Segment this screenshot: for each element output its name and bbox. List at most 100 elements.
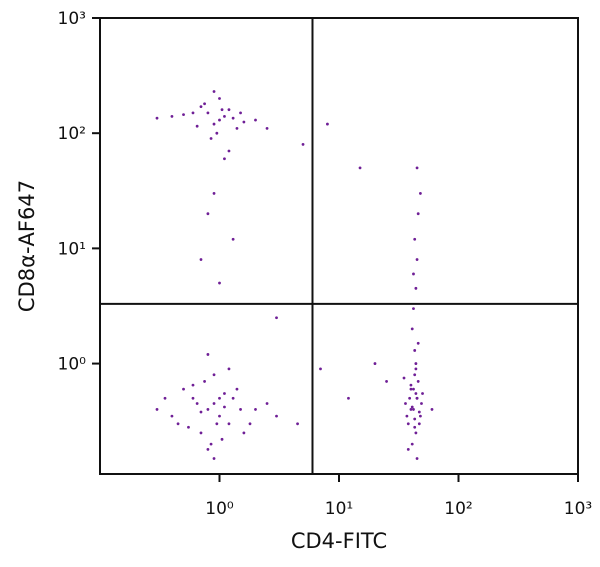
event-dot [195,124,199,128]
event-dot [358,166,362,170]
event-dot [415,166,419,170]
event-dot [417,410,421,414]
event-dot [231,237,235,241]
event-dot [412,307,415,311]
event-dot [421,392,424,395]
event-dot [155,116,159,120]
event-dot [206,212,210,216]
event-dot [218,118,221,122]
event-dot [406,447,410,451]
x-axis-title: CD4-FITC [291,529,387,553]
event-dot [218,281,221,285]
event-dot [212,457,216,460]
y-tick-label: 10⁰ [58,355,87,375]
event-dot [212,90,216,93]
event-dot [209,442,213,446]
event-dot [212,373,216,377]
event-dot [275,316,278,320]
event-dot [191,111,195,115]
event-dot [203,380,206,383]
event-dot [416,212,420,216]
event-dot [414,362,418,365]
event-dot [206,408,210,411]
event-dot [413,417,417,421]
event-dot [417,422,421,426]
event-dot [296,422,299,426]
event-dot [209,137,213,140]
event-dot [419,414,422,418]
event-dot [408,396,412,400]
event-dot [155,408,159,411]
event-dot [414,392,418,395]
event-dot [203,102,206,106]
event-dot [248,422,252,426]
event-dot [206,447,210,451]
event-dot [176,422,180,426]
event-dot [231,396,235,400]
event-dot [199,105,203,109]
event-dot [212,402,216,405]
event-dot [405,414,409,418]
event-dot [227,367,231,371]
event-dot [223,114,226,118]
event-dot [409,408,413,411]
event-dot [218,414,221,418]
event-dot [410,327,414,331]
event-dot [191,383,195,387]
event-dot [223,392,226,395]
event-dot [414,431,418,435]
event-dot [265,127,269,130]
plot-frame [99,17,579,475]
event-dot [199,431,203,435]
event-dot [220,108,224,112]
event-dot [170,414,174,418]
event-dot [414,367,418,371]
event-dot [254,118,257,122]
event-dot [235,387,239,391]
event-dot [206,353,210,356]
event-dot [404,402,407,405]
event-dot [199,410,203,414]
event-dot [414,286,418,290]
event-dot [412,408,415,411]
event-dot [416,380,420,383]
event-dot [212,122,216,126]
event-dot [218,97,221,100]
event-dot [265,402,269,405]
event-dot [199,258,203,261]
y-tick-label: 10² [58,124,86,144]
event-dot [385,380,388,383]
event-dot [227,149,231,153]
y-tick-label: 10¹ [58,239,86,259]
event-dot [212,192,216,195]
event-dot [227,108,231,112]
event-dot [413,373,417,377]
event-dot [413,425,417,429]
event-dot [231,116,235,120]
event-dot [218,396,221,400]
event-dot [402,376,406,380]
event-dot [410,442,414,446]
event-dot [326,122,329,126]
x-tick-label: 10¹ [325,499,353,519]
event-dot [416,341,420,345]
event-dot [182,113,185,117]
event-dot [412,272,415,276]
event-dot [409,387,413,391]
event-dot [410,405,414,409]
event-dot [170,114,174,118]
event-dot [195,402,199,405]
event-dot [227,422,231,426]
event-dot [215,131,219,135]
event-dot [163,396,167,400]
event-dot [239,408,242,411]
event-dot [235,127,239,130]
x-tick-label: 10⁰ [205,499,234,519]
event-dot [301,142,305,146]
event-dot [239,111,242,115]
event-dot [242,120,246,124]
event-dot [413,237,417,241]
event-dot [373,362,377,365]
event-dot [420,402,423,405]
event-dot [413,349,417,352]
